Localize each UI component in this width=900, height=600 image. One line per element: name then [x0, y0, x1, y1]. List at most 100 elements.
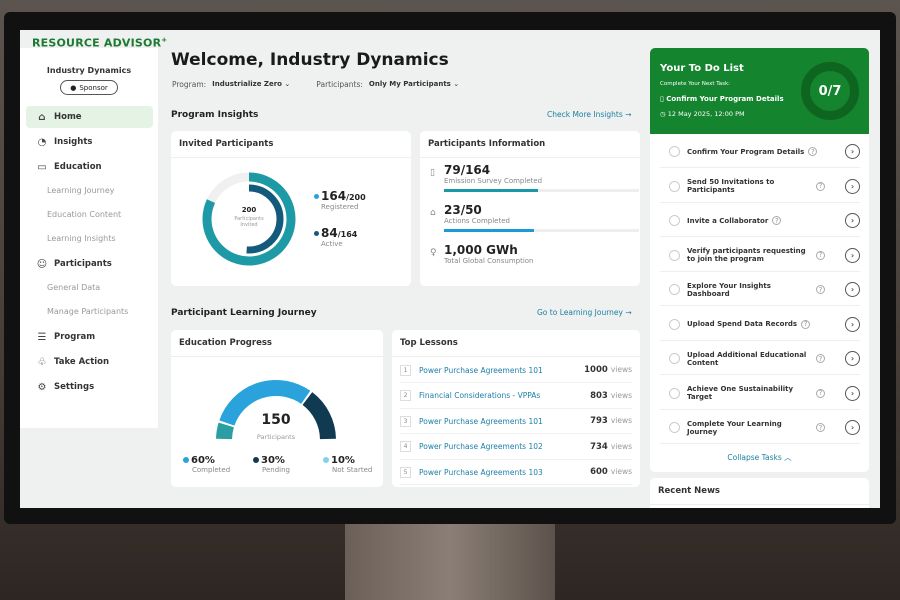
info-value: 1,000 GWh: [444, 243, 518, 257]
next-task-date: ◷ 12 May 2025, 12:00 PM: [660, 110, 745, 118]
chevron-right-circle-icon[interactable]: ›: [845, 247, 860, 263]
task-label: Complete Your Learning Journey: [687, 419, 782, 436]
help-icon[interactable]: ?: [816, 388, 825, 398]
chevron-right-circle-icon[interactable]: ›: [845, 213, 860, 228]
chevron-right-circle-icon[interactable]: ›: [845, 144, 860, 159]
info-label: Actions Completed: [444, 217, 510, 225]
todo-task[interactable]: Upload Additional Educational Content? ›: [660, 343, 860, 375]
lesson-link[interactable]: Power Purchase Agreements 101: [419, 365, 543, 375]
sidebar-subitem[interactable]: General Data: [47, 283, 101, 292]
chevron-right-circle-icon[interactable]: ›: [845, 282, 860, 297]
sidebar-subitem[interactable]: Learning Journey: [47, 186, 115, 195]
task-checkbox[interactable]: [669, 180, 680, 192]
todo-header: Your To Do List Complete Your Next Task:…: [650, 48, 869, 134]
gauge-segment-not-started: [216, 422, 234, 440]
lesson-views: 1000 views: [584, 365, 632, 375]
help-icon[interactable]: ?: [816, 423, 825, 432]
progress-bar: [444, 189, 639, 192]
sidebar-subitem[interactable]: Manage Participants: [47, 307, 129, 316]
todo-title: Your To Do List: [660, 63, 744, 74]
task-label: Verify participants requesting to join t…: [687, 247, 806, 263]
leaf-icon: ♧: [37, 356, 47, 368]
legend-active: 84/164 Active: [314, 226, 357, 248]
chevron-right-circle-icon[interactable]: ›: [845, 351, 860, 366]
task-checkbox[interactable]: [669, 318, 680, 330]
sidebar-item-home[interactable]: ⌂ Home: [26, 106, 153, 128]
todo-task[interactable]: Confirm Your Program Details? ›: [660, 136, 860, 168]
todo-task[interactable]: Achieve One Sustainability Target? ›: [660, 378, 860, 410]
sidebar-subitem[interactable]: Education Content: [47, 210, 122, 219]
sidebar-item-education[interactable]: ▭ Education: [26, 156, 153, 178]
recent-news-card: Recent News: [650, 478, 869, 508]
todo-list: Collapse Tasks ︿ Confirm Your Program De…: [650, 134, 869, 472]
program-insights-title: Program Insights: [171, 110, 259, 120]
task-checkbox[interactable]: [669, 422, 680, 433]
next-task-link[interactable]: ▯ Confirm Your Program Details: [660, 95, 784, 103]
task-label: Send 50 Invitations to Participants: [687, 178, 775, 194]
gauge-center-label: Participants: [256, 433, 296, 441]
sidebar-item-label: Program: [54, 332, 96, 342]
help-icon[interactable]: ?: [808, 147, 818, 156]
task-checkbox[interactable]: [669, 215, 680, 226]
dot-icon: [314, 194, 319, 199]
task-checkbox[interactable]: [669, 387, 680, 399]
task-checkbox[interactable]: [669, 353, 680, 364]
invited-donut: [202, 172, 296, 266]
help-icon[interactable]: ?: [816, 250, 825, 260]
help-icon[interactable]: ?: [816, 354, 825, 363]
sidebar-item-participants[interactable]: ☺ Participants: [26, 253, 153, 275]
sidebar-item-label: Settings: [54, 382, 95, 392]
todo-task[interactable]: Explore Your Insights Dashboard? ›: [660, 274, 860, 306]
help-icon[interactable]: ?: [816, 285, 825, 294]
program-select[interactable]: Industrialize Zero ⌄: [212, 80, 291, 88]
lesson-link[interactable]: Power Purchase Agreements 101: [419, 416, 543, 426]
check-more-insights-link[interactable]: Check More Insights →: [547, 110, 632, 119]
chevron-right-circle-icon[interactable]: ›: [845, 420, 860, 435]
sidebar-item-label: Home: [54, 112, 82, 122]
role-badge[interactable]: ● Sponsor: [60, 80, 118, 95]
todo-task[interactable]: Invite a Collaborator? ›: [660, 205, 860, 237]
card-title: Participants Information: [420, 131, 640, 158]
todo-task[interactable]: Upload Spend Data Records? ›: [660, 309, 860, 341]
dot-icon: [253, 457, 259, 463]
gauge-segment-pending: [302, 392, 336, 440]
sidebar-item-take-action[interactable]: ♧ Take Action: [26, 351, 153, 373]
sidebar-item-label: Insights: [54, 137, 93, 147]
task-checkbox[interactable]: [669, 249, 680, 261]
collapse-tasks-button[interactable]: Collapse Tasks ︿: [727, 453, 792, 462]
chevron-right-circle-icon[interactable]: ›: [845, 316, 860, 332]
lesson-views: 803 views: [590, 390, 632, 401]
chevron-down-icon: ⌄: [453, 80, 460, 88]
task-checkbox[interactable]: [669, 146, 680, 157]
todo-task[interactable]: Complete Your Learning Journey? ›: [660, 412, 860, 444]
learning-journey-title: Participant Learning Journey: [171, 308, 317, 318]
sidebar-item-program[interactable]: ☰ Program: [26, 326, 153, 348]
donut-registered-arc: [202, 172, 296, 266]
lesson-link[interactable]: Power Purchase Agreements 103: [419, 467, 543, 477]
todo-task[interactable]: Send 50 Invitations to Participants? ›: [660, 171, 860, 203]
help-icon[interactable]: ?: [772, 216, 782, 225]
app-logo[interactable]: RESOURCE ADVISOR+: [32, 36, 168, 50]
sidebar-item-settings[interactable]: ⚙ Settings: [26, 376, 153, 398]
chevron-right-circle-icon[interactable]: ›: [845, 178, 860, 194]
todo-task[interactable]: Verify participants requesting to join t…: [660, 240, 860, 272]
lesson-rank: 1: [400, 364, 411, 376]
chevron-right-circle-icon[interactable]: ›: [845, 385, 860, 401]
help-icon[interactable]: ?: [801, 319, 811, 329]
sidebar: Industry Dynamics ● Sponsor ⌂ Home ◔ Insight…: [20, 48, 158, 428]
sidebar-subitem[interactable]: Learning Insights: [47, 234, 116, 243]
monitor-stand: [345, 520, 555, 600]
book-icon: ▭: [37, 161, 47, 173]
task-label: Achieve One Sustainability Target: [687, 385, 794, 401]
go-to-learning-journey-link[interactable]: Go to Learning Journey →: [537, 308, 632, 317]
help-icon[interactable]: ?: [816, 181, 825, 191]
task-checkbox[interactable]: [669, 284, 680, 295]
sidebar-item-insights[interactable]: ◔ Insights: [26, 131, 153, 153]
participants-select[interactable]: Only My Participants ⌄: [368, 80, 460, 88]
info-value: 79/164: [444, 163, 491, 177]
education-gauge: [216, 380, 336, 440]
lesson-link[interactable]: Financial Considerations - VPPAs: [419, 391, 541, 400]
card-title: Education Progress: [171, 330, 383, 357]
lesson-link[interactable]: Power Purchase Agreements 102: [419, 442, 543, 451]
sidebar-item-label: Participants: [54, 259, 112, 269]
